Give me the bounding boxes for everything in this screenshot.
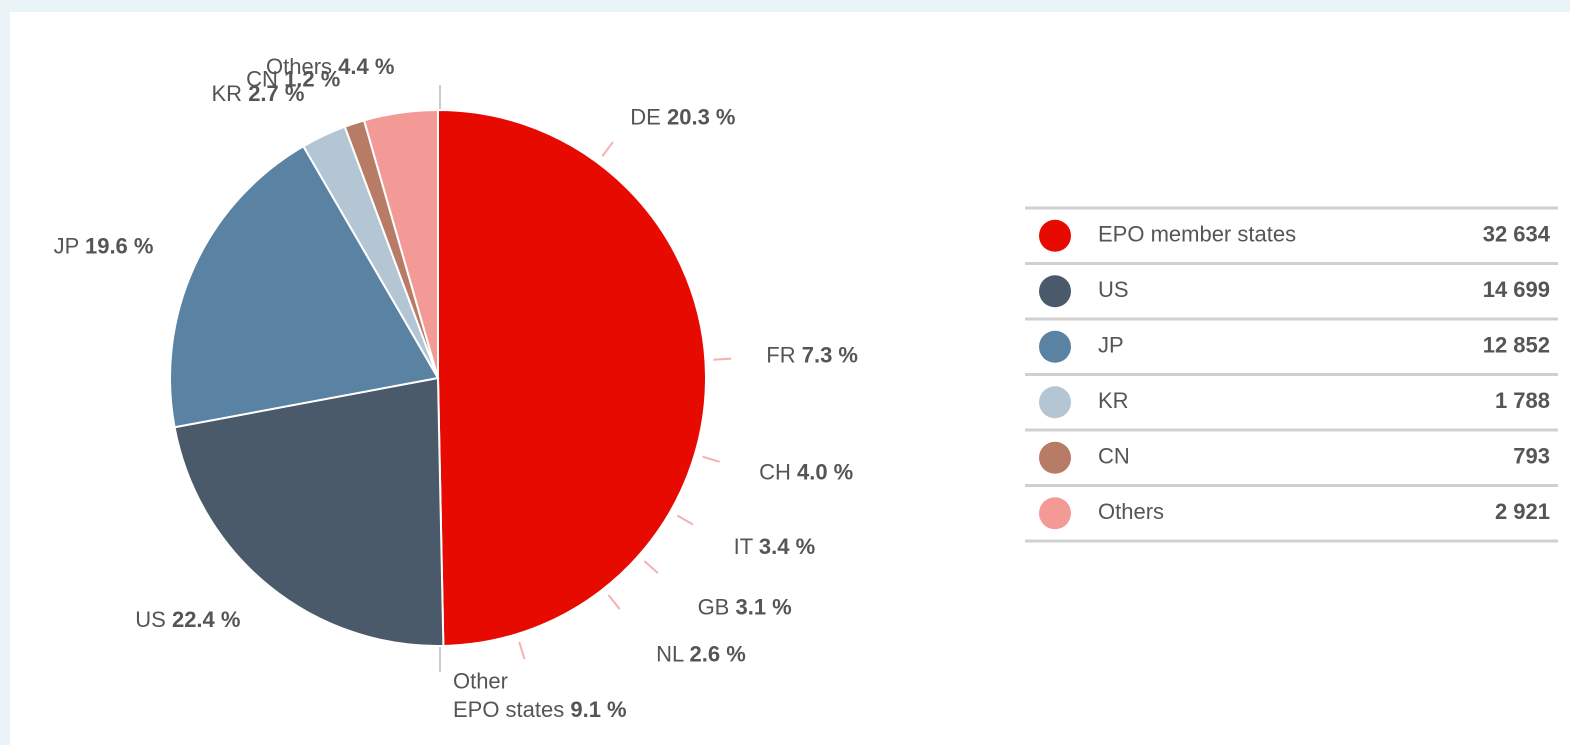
slice-label: FR 7.3 % <box>766 342 858 367</box>
slice-label-name: DE <box>630 104 667 129</box>
slice-label-value: 4.0 % <box>797 459 853 484</box>
slice-label: Other EPO states 9.1 % <box>453 668 627 722</box>
part-tick <box>713 357 732 361</box>
legend-name: KR <box>1098 388 1129 413</box>
slice-label-name: JP <box>54 233 85 258</box>
legend-count: 793 <box>1513 444 1550 469</box>
slice-label: IT 3.4 % <box>734 534 816 559</box>
part-tick <box>676 514 694 526</box>
slice-label-name: Other <box>453 668 508 693</box>
legend-count: 12 852 <box>1483 333 1550 358</box>
pie-slice <box>362 108 439 379</box>
slice-label: JP 19.6 % <box>54 233 154 258</box>
slice-label-name: EPO states <box>453 697 570 722</box>
pie-slice <box>169 144 440 429</box>
slice-label-value: 20.3 % <box>667 104 736 129</box>
legend-name: US <box>1098 277 1129 302</box>
slice-label: CN 1.2 % <box>246 66 340 91</box>
slice-label: Others 4.4 % <box>266 54 394 79</box>
slice-label-value: 19.6 % <box>85 233 154 258</box>
slice-label-name: US <box>135 607 172 632</box>
legend-swatch <box>1039 497 1071 530</box>
slice-label: US 22.4 % <box>135 607 240 632</box>
legend-count: 32 634 <box>1483 222 1551 247</box>
pie-slice <box>173 376 445 647</box>
slice-label-value: 4.4 % <box>338 54 394 79</box>
pie-slice <box>437 108 707 647</box>
slice-label-name: GB <box>698 594 736 619</box>
legend-name: CN <box>1098 444 1130 469</box>
part-tick <box>601 141 614 157</box>
slice-label-name: CH <box>759 459 797 484</box>
slice-label-name: FR <box>766 342 801 367</box>
slice-label-value: 9.1 % <box>570 697 626 722</box>
legend-count: 1 788 <box>1495 388 1550 413</box>
slice-label: DE 20.3 % <box>630 104 735 129</box>
part-tick <box>607 594 621 610</box>
part-tick <box>643 560 659 574</box>
part-tick <box>702 455 721 463</box>
slice-label: CH 4.0 % <box>759 459 853 484</box>
slice-label-name: NL <box>656 641 689 666</box>
part-tick <box>518 641 526 660</box>
legend-swatch <box>1039 330 1071 363</box>
legend-count: 2 921 <box>1495 499 1550 524</box>
slice-label-value: 3.4 % <box>759 534 815 559</box>
slice-label-value: 1.2 % <box>284 66 340 91</box>
slice-label-value: 2.6 % <box>690 641 746 666</box>
slice-label-value: 3.1 % <box>735 594 791 619</box>
slice-label-name: Others <box>266 54 338 79</box>
legend-count: 14 699 <box>1483 277 1550 302</box>
slice-label-name: KR <box>212 81 249 106</box>
legend-swatch <box>1039 219 1071 252</box>
legend-name: JP <box>1098 333 1124 358</box>
slice-label-name: CN <box>246 66 284 91</box>
slice-label-value: 2.7 % <box>248 81 304 106</box>
legend-name: Others <box>1098 499 1164 524</box>
slice-label-value: 7.3 % <box>802 342 858 367</box>
slice-label: NL 2.6 % <box>656 641 746 666</box>
slice-label-value: 22.4 % <box>172 607 241 632</box>
slice-label: KR 2.7 % <box>212 81 305 106</box>
slice-label: GB 3.1 % <box>698 594 792 619</box>
legend-name: EPO member states <box>1098 222 1296 247</box>
legend-swatch <box>1039 441 1071 474</box>
legend-swatch <box>1039 275 1071 308</box>
legend-swatch <box>1039 386 1071 419</box>
slice-label-name: IT <box>734 534 759 559</box>
